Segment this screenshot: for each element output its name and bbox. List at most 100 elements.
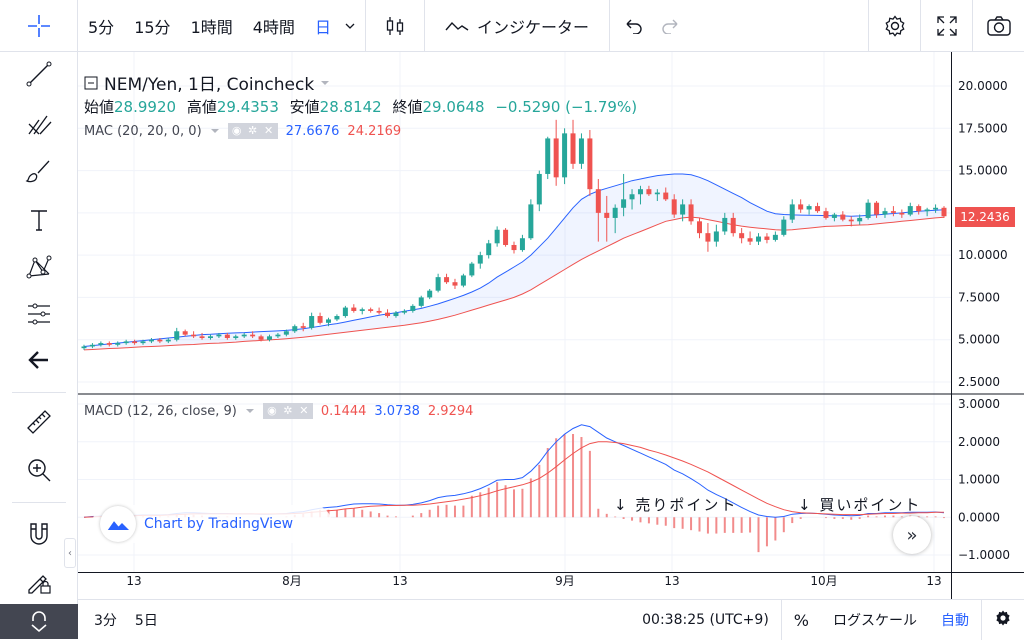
percent-scale-toggle[interactable]: %	[793, 610, 809, 630]
candle-body	[191, 334, 197, 337]
candle-body	[89, 344, 95, 347]
fib-tool[interactable]	[0, 294, 78, 334]
watermark-text: Chart by TradingView	[144, 516, 294, 532]
candle-body	[216, 334, 222, 337]
price-axis-label: 2.5000	[958, 375, 1000, 389]
mac-label[interactable]: MAC (20, 20, 0, 0)	[84, 123, 202, 139]
macd-label[interactable]: MACD (12, 26, close, 9)	[84, 403, 237, 419]
auto-scale-toggle[interactable]: 自動	[941, 613, 969, 629]
eye-icon[interactable]: ◉	[264, 404, 279, 418]
macd-legend: MACD (12, 26, close, 9) ◉ ✲ ✕ 0.1444 3.073…	[84, 403, 473, 419]
bottom-divider	[981, 600, 982, 640]
buy-point-annotation[interactable]: ↓ 買いポイント	[798, 496, 922, 514]
bottom-settings-button[interactable]	[982, 609, 1024, 631]
chart-type-button[interactable]	[372, 0, 418, 52]
settings-button[interactable]	[868, 0, 920, 52]
collapse-legend-icon[interactable]	[84, 76, 98, 90]
indicators-button[interactable]: インジケーター	[431, 14, 603, 38]
candle-body	[199, 336, 205, 339]
tradingview-watermark[interactable]: Chart by TradingView	[92, 505, 332, 543]
range-3m[interactable]: 3分	[94, 612, 117, 629]
time-axis-label: 9月	[555, 574, 575, 588]
toolbar-divider	[364, 0, 366, 52]
chevron-down-icon[interactable]	[245, 407, 255, 415]
toolbar-divider	[12, 502, 66, 503]
candle-body	[798, 204, 804, 210]
gear-icon[interactable]: ✲	[245, 124, 260, 138]
pattern-tool[interactable]	[0, 248, 78, 288]
candle-body	[680, 204, 686, 215]
price-axis-label: 17.5000	[958, 121, 1008, 135]
indicator-wave-icon	[445, 21, 469, 31]
log-scale-toggle[interactable]: ログスケール	[833, 613, 917, 629]
symbol-title[interactable]: NEM/Yen, 1日, Coincheck	[104, 75, 315, 95]
zoom-tool[interactable]	[0, 450, 78, 490]
candle-body	[174, 331, 180, 340]
pitchfork-tool[interactable]	[0, 104, 78, 144]
candle-body	[730, 217, 736, 234]
brush-tool[interactable]	[0, 152, 78, 192]
lock-drawing-tool[interactable]	[0, 562, 78, 602]
measure-tool[interactable]	[0, 402, 78, 442]
range-5d[interactable]: 5日	[134, 612, 158, 629]
undo-icon	[626, 19, 642, 34]
toolbar-divider	[12, 392, 66, 393]
eye-icon[interactable]: ◉	[229, 124, 244, 138]
chevron-down-icon[interactable]	[210, 127, 220, 135]
text-tool[interactable]	[0, 200, 78, 240]
chevron-left-icon: ‹	[68, 547, 72, 559]
candle-body	[671, 199, 677, 215]
zoom-in-icon	[28, 459, 51, 482]
interval-dropdown[interactable]	[341, 0, 359, 52]
time-axis-label: 13	[926, 574, 941, 588]
redo-button[interactable]	[652, 0, 688, 52]
close-icon[interactable]: ✕	[296, 404, 311, 418]
candle-body	[401, 310, 407, 313]
interval-4h[interactable]: 4時間	[252, 17, 295, 37]
candle-body	[815, 206, 821, 212]
interval-5m[interactable]: 5分	[88, 17, 115, 37]
crosshair-tool[interactable]	[0, 0, 78, 52]
clock-timezone[interactable]: 00:38:25 (UTC+9)	[642, 612, 769, 628]
last-price-label: 12.2436	[955, 207, 1015, 227]
candle-body	[326, 319, 332, 323]
mac-upper-line	[83, 173, 945, 347]
scroll-to-realtime-button[interactable]: »	[893, 516, 931, 554]
gear-icon	[884, 15, 905, 37]
interval-15m[interactable]: 15分	[134, 17, 171, 37]
mac-upper-value: 27.6676	[285, 123, 340, 139]
interval-1d[interactable]: 日	[314, 17, 331, 37]
candle-body	[924, 209, 930, 212]
remove-drawings-tool[interactable]	[0, 340, 78, 380]
collapse-toolbar-tab[interactable]: ‹	[64, 538, 76, 568]
price-axis-label: 5.0000	[958, 333, 1000, 347]
gear-icon[interactable]: ✲	[280, 404, 295, 418]
candle-body	[663, 192, 669, 200]
candle-body	[115, 343, 121, 345]
undo-button[interactable]	[616, 0, 652, 52]
candle-body	[98, 343, 104, 345]
interval-1h[interactable]: 1時間	[190, 17, 233, 37]
candle-body	[654, 192, 660, 195]
chart-area[interactable]: 20.000017.500015.000012.500010.00007.500…	[78, 52, 1024, 599]
chevron-down-icon[interactable]	[320, 79, 330, 87]
lock-pencil-icon	[28, 575, 51, 594]
trend-line-tool[interactable]	[0, 54, 78, 94]
brush-icon	[25, 160, 50, 183]
magnet-tool[interactable]	[0, 514, 78, 554]
low-value: 28.8142	[319, 98, 382, 116]
candle-body	[300, 326, 306, 328]
sell-point-annotation[interactable]: ↓ 売りポイント	[614, 496, 738, 514]
candle-body	[764, 236, 770, 240]
lock-all-tool[interactable]	[0, 604, 78, 639]
candle-body	[444, 277, 450, 283]
fullscreen-button[interactable]	[920, 0, 972, 52]
close-icon[interactable]: ✕	[261, 124, 276, 138]
screenshot-button[interactable]	[972, 0, 1024, 52]
back-arrow-icon	[28, 351, 48, 369]
candle-body	[241, 334, 247, 337]
candle-body	[756, 236, 762, 242]
open-label: 始値	[84, 98, 115, 116]
candle-body	[890, 211, 896, 213]
candle-body	[123, 341, 129, 344]
